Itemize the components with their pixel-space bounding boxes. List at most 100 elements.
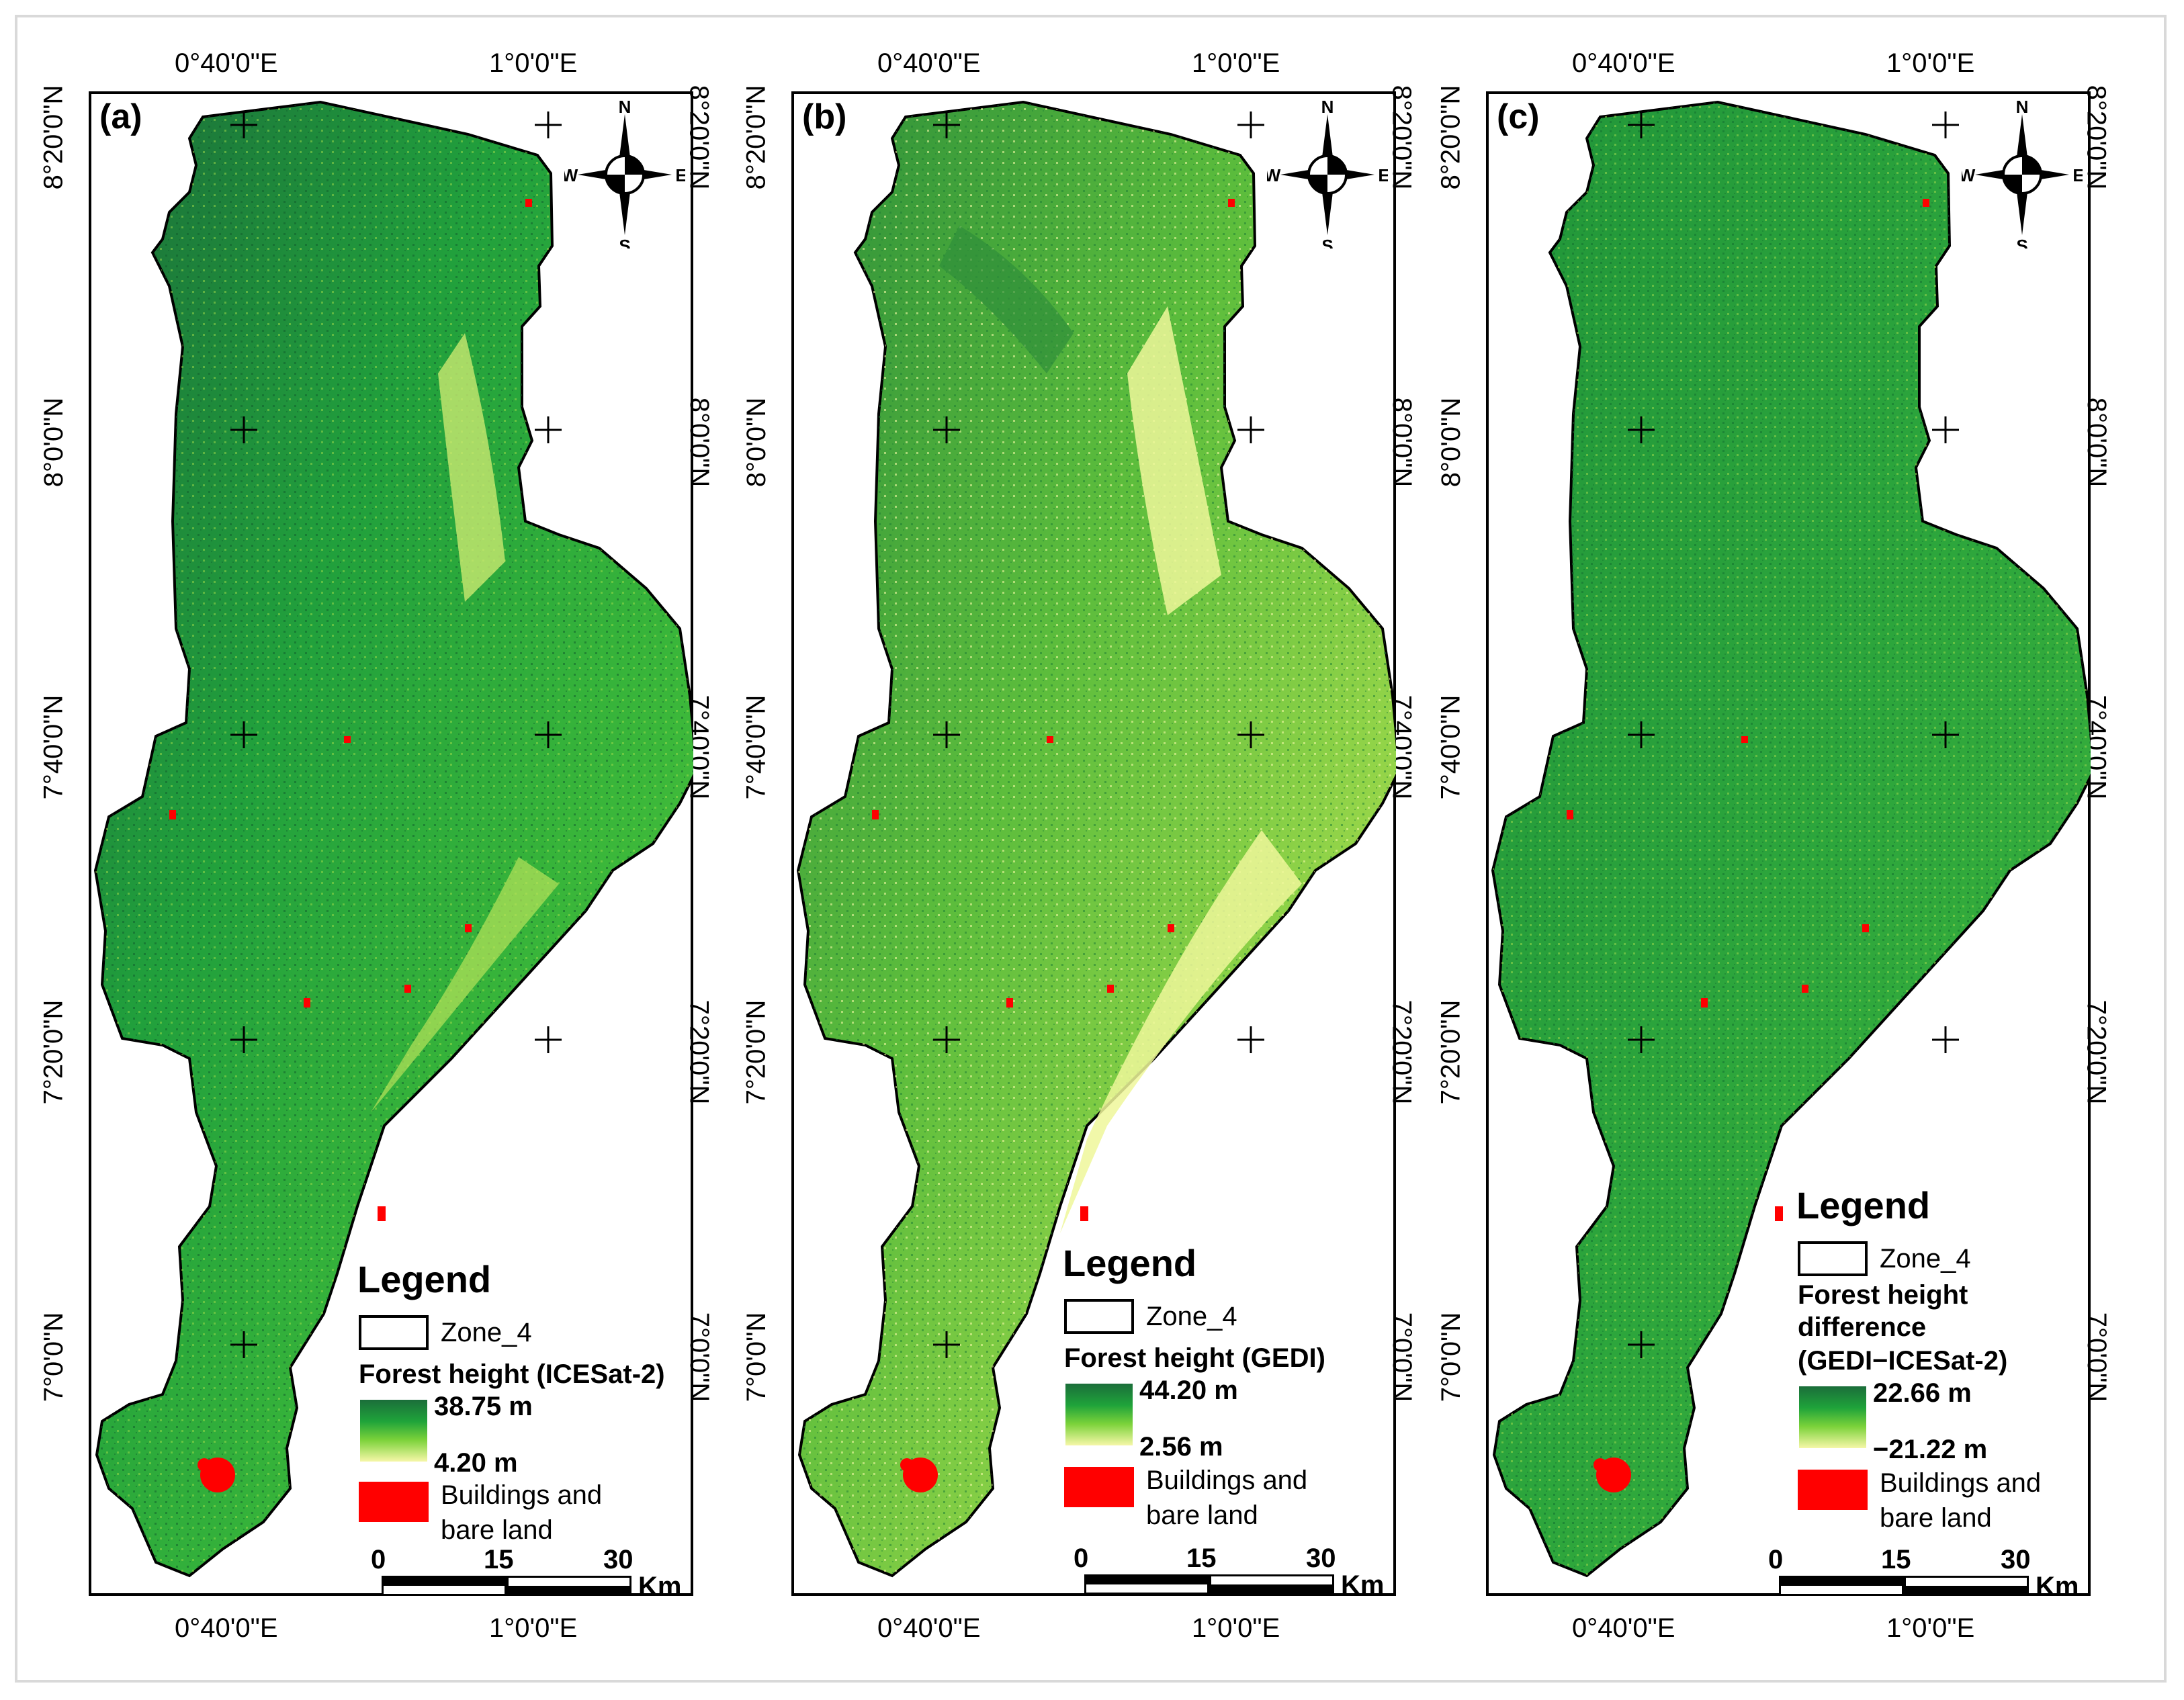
scale-tick: 30	[603, 1545, 634, 1574]
scale-segment	[1084, 1574, 1209, 1595]
north-label: N	[619, 101, 631, 117]
buildings-label: Buildings and	[1880, 1468, 2042, 1498]
lat-label-left: 7°0'0"N	[742, 1312, 772, 1402]
lat-label-left: 7°0'0"N	[39, 1312, 69, 1402]
lat-label-left: 7°40'0"N	[741, 695, 771, 800]
variable-label: Forest height	[1798, 1280, 1968, 1310]
south-label: S	[619, 236, 630, 249]
scale-tick: 30	[2001, 1545, 2031, 1574]
scale-tick: 0	[371, 1545, 386, 1574]
north-label: N	[2016, 101, 2029, 117]
scale-segment	[1209, 1574, 1334, 1595]
scale-segment	[507, 1576, 631, 1596]
map-panel-a: 0°40'0"E 1°0'0"E 0°40'0"E 1°0'0"E 8°20'0…	[13, 0, 714, 1700]
scale-tick: 15	[1186, 1544, 1217, 1573]
zone-label: Zone_4	[1880, 1244, 1971, 1273]
graticule-crosses	[933, 111, 1264, 1358]
scale-tick: 15	[484, 1545, 514, 1574]
min-value-label: 2.56 m	[1139, 1432, 1223, 1462]
panel-label: (b)	[802, 97, 847, 136]
scale-segment	[382, 1576, 507, 1596]
west-label: W	[1267, 165, 1281, 185]
lat-label-left: 8°0'0"N	[1436, 397, 1467, 488]
height-gradient-swatch	[360, 1400, 427, 1462]
height-gradient-swatch	[1065, 1384, 1133, 1445]
north-label: N	[1321, 101, 1334, 117]
scale-unit: Km	[1341, 1570, 1385, 1600]
lat-label-left: 7°20'0"N	[741, 999, 771, 1105]
zone-swatch	[359, 1315, 429, 1350]
lon-label-bottom: 1°0'0"E	[489, 1613, 578, 1643]
variable-label: Forest height (GEDI)	[1064, 1343, 1325, 1373]
lon-label-bottom: 0°40'0"E	[877, 1613, 981, 1643]
graticule-crosses	[230, 111, 562, 1358]
south-label: S	[1321, 236, 1333, 249]
buildings-label: bare land	[1146, 1501, 1258, 1530]
lat-label-left: 7°40'0"N	[38, 695, 69, 800]
lon-label-top: 1°0'0"E	[1886, 48, 1975, 78]
buildings-swatch	[1064, 1467, 1134, 1507]
east-label: E	[1378, 165, 1388, 185]
height-difference-map	[1491, 100, 2091, 1578]
lon-label-top: 1°0'0"E	[489, 48, 578, 78]
map-panel-b: 0°40'0"E 1°0'0"E 0°40'0"E 1°0'0"E 8°20'0…	[716, 0, 1417, 1700]
variable-label: difference	[1798, 1312, 1927, 1342]
lon-label-bottom: 0°40'0"E	[175, 1613, 278, 1643]
lon-label-top: 0°40'0"E	[1572, 48, 1675, 78]
scale-tick: 0	[1074, 1544, 1089, 1573]
lat-label-left: 7°0'0"N	[1436, 1312, 1467, 1402]
panel-label: (a)	[99, 97, 142, 136]
lon-label-top: 1°0'0"E	[1192, 48, 1280, 78]
zone-swatch	[1064, 1299, 1134, 1334]
north-arrow-icon: N S W E	[1962, 101, 2083, 249]
lat-label-left: 7°20'0"N	[1436, 999, 1466, 1105]
east-label: E	[2072, 165, 2083, 185]
scale-tick: 0	[1768, 1545, 1784, 1574]
east-label: E	[675, 165, 685, 185]
north-arrow-icon: N S W E	[1267, 101, 1388, 249]
lat-label-left: 8°0'0"N	[742, 397, 772, 488]
min-value-label: −21.22 m	[1873, 1435, 1988, 1464]
lat-label-left: 7°20'0"N	[38, 999, 69, 1105]
variable-label: Forest height (ICESat-2)	[359, 1359, 665, 1389]
forest-height-map	[93, 100, 693, 1578]
lon-label-top: 0°40'0"E	[877, 48, 981, 78]
scale-unit: Km	[638, 1572, 682, 1601]
buildings-label: Buildings and	[441, 1480, 603, 1510]
max-value-label: 44.20 m	[1139, 1376, 1238, 1405]
lat-label-left: 7°40'0"N	[1436, 695, 1466, 800]
map-panel-c: 0°40'0"E 1°0'0"E 0°40'0"E 1°0'0"E 8°20'0…	[1411, 0, 2111, 1700]
legend-title: Legend	[1063, 1242, 1197, 1284]
zone-label: Zone_4	[1146, 1302, 1237, 1331]
scale-unit: Km	[2036, 1572, 2079, 1601]
west-label: W	[564, 165, 578, 185]
buildings-swatch	[1798, 1470, 1868, 1510]
scale-segment	[1904, 1576, 2029, 1596]
scale-tick: 30	[1306, 1544, 1336, 1573]
lat-label-left: 8°20'0"N	[1436, 85, 1466, 190]
forest-height-map	[796, 100, 1396, 1578]
min-value-label: 4.20 m	[434, 1448, 518, 1478]
south-label: S	[2016, 236, 2027, 249]
buildings-swatch	[359, 1482, 429, 1522]
west-label: W	[1962, 165, 1976, 185]
variable-label: (GEDI−ICESat-2)	[1798, 1346, 2008, 1376]
legend-title: Legend	[1796, 1184, 1931, 1226]
zone-label: Zone_4	[441, 1318, 532, 1347]
buildings-label: bare land	[441, 1515, 553, 1545]
scale-tick: 15	[1881, 1545, 1911, 1574]
zone-swatch	[1798, 1241, 1868, 1276]
buildings-label: bare land	[1880, 1503, 1992, 1533]
lon-label-top: 0°40'0"E	[175, 48, 278, 78]
buildings-label: Buildings and	[1146, 1466, 1308, 1495]
graticule-crosses	[1628, 111, 1959, 1358]
north-arrow-icon: N S W E	[564, 101, 685, 249]
scale-segment	[1779, 1576, 1904, 1596]
lat-label-left: 8°20'0"N	[38, 85, 69, 190]
legend-title: Legend	[357, 1258, 492, 1300]
max-value-label: 22.66 m	[1873, 1378, 1972, 1408]
difference-gradient-swatch	[1799, 1386, 1866, 1448]
max-value-label: 38.75 m	[434, 1392, 533, 1421]
panel-label: (c)	[1497, 97, 1540, 136]
lat-label-left: 8°0'0"N	[39, 397, 69, 488]
